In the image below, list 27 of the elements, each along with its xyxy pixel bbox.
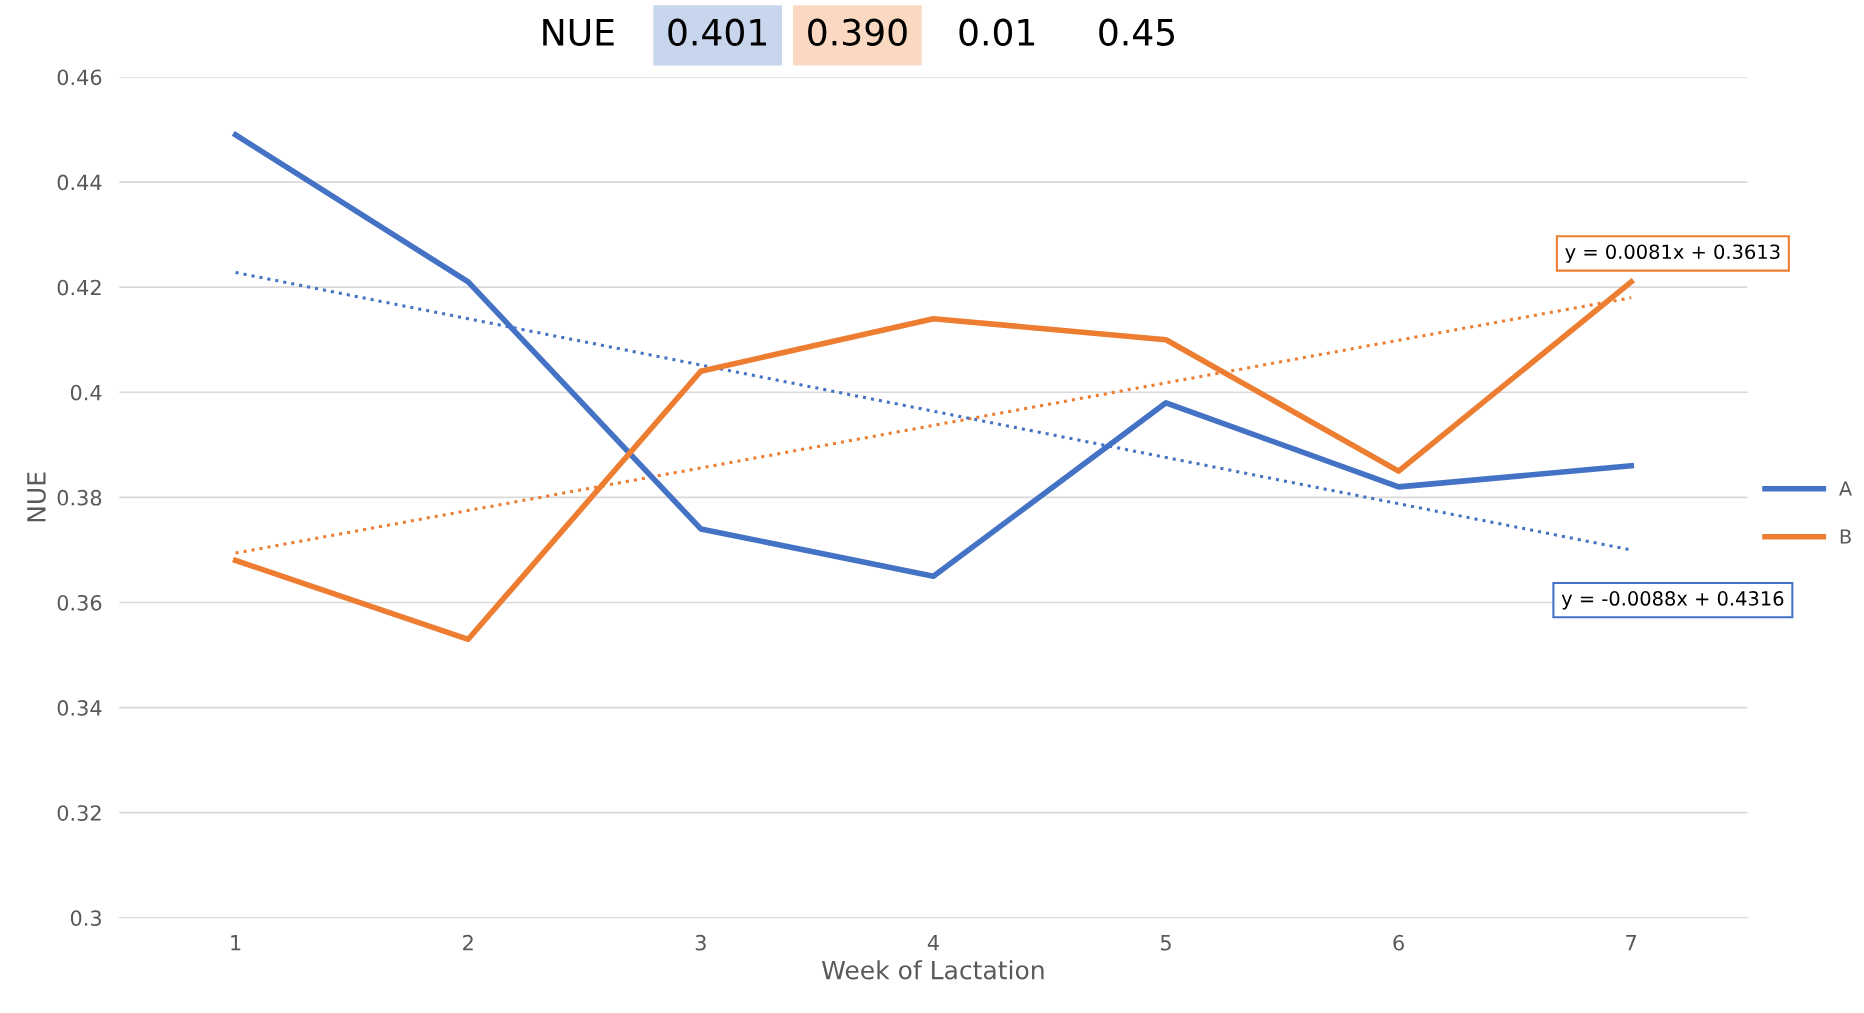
x-tick-label: 2 [463, 934, 473, 951]
text: 0.01 [959, 18, 1035, 46]
text: NUE [543, 19, 614, 46]
y-tick-label: 0.38 [57, 489, 102, 506]
x-tick-label: 1 [231, 935, 241, 951]
y-tick-label: 0.44 [57, 174, 102, 191]
annotation: y = 0.0081x + 0.3613 [1565, 244, 1780, 263]
y-tick-label: 0.46 [57, 69, 102, 86]
legend-label: B [1840, 529, 1851, 544]
x-tick-label: 5 [1160, 935, 1171, 951]
legend-label: A [1839, 481, 1853, 496]
y-tick-label: 0.4 [70, 384, 102, 401]
x-tick-label: 6 [1393, 934, 1404, 951]
x-tick-label: 7 [1626, 935, 1637, 951]
y-axis-title: NUE [27, 472, 46, 522]
y-tick-label: 0.42 [57, 279, 101, 296]
y-tick-label: 0.32 [57, 805, 101, 821]
y-tick-label: 0.3 [70, 910, 101, 926]
y-tick-label: 0.36 [57, 594, 102, 611]
y-tick-label: 0.34 [57, 700, 102, 716]
text: 0.390 [808, 18, 907, 46]
text: 0.45 [1099, 18, 1175, 46]
x-tick-label: 3 [695, 934, 706, 951]
x-axis-title: Week of Lactation [821, 960, 1044, 980]
text: 0.401 [668, 18, 766, 46]
annotation: y = -0.0088x + 0.4316 [1561, 591, 1784, 610]
x-tick-label: 4 [927, 935, 939, 951]
